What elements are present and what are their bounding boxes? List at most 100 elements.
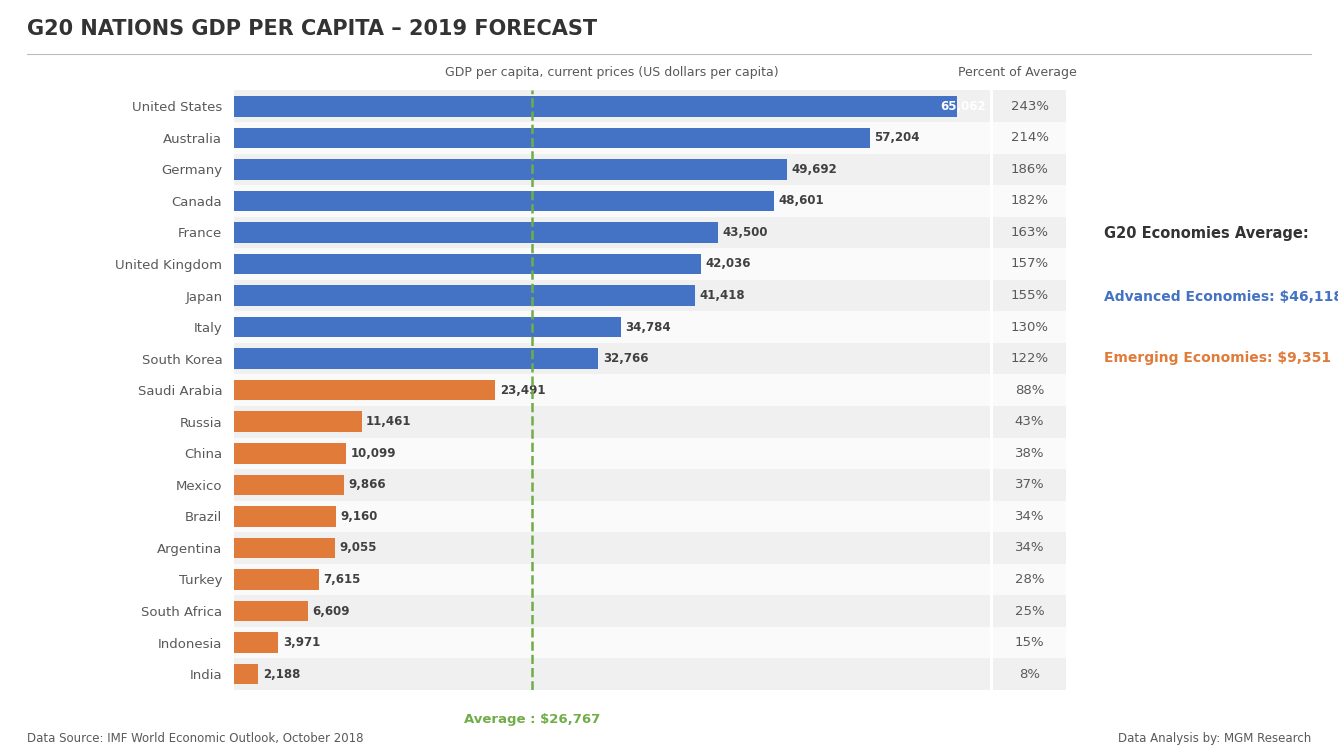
Bar <box>993 658 1066 690</box>
Text: 48,601: 48,601 <box>779 195 824 207</box>
Text: 243%: 243% <box>1010 100 1049 113</box>
Bar <box>234 222 717 243</box>
Bar <box>993 90 1066 122</box>
Bar <box>234 412 361 432</box>
Text: 163%: 163% <box>1010 226 1049 239</box>
Bar <box>234 280 990 311</box>
Text: 122%: 122% <box>1010 352 1049 365</box>
Bar <box>234 501 990 532</box>
Text: 34%: 34% <box>1014 510 1045 523</box>
Bar <box>234 633 278 653</box>
Bar <box>993 627 1066 658</box>
Text: Average : $26,767: Average : $26,767 <box>463 713 599 725</box>
Text: 3,971: 3,971 <box>282 636 320 649</box>
Bar <box>234 343 990 375</box>
Text: 34%: 34% <box>1014 541 1045 554</box>
Bar <box>234 601 308 621</box>
Text: 11,461: 11,461 <box>367 415 412 428</box>
Bar <box>234 122 990 154</box>
Bar <box>234 216 990 248</box>
Bar <box>234 285 694 306</box>
Bar <box>234 127 870 148</box>
Text: GDP per capita, current prices (US dollars per capita): GDP per capita, current prices (US dolla… <box>446 66 779 79</box>
Text: 37%: 37% <box>1014 478 1045 492</box>
Text: 49,692: 49,692 <box>791 163 836 176</box>
Bar <box>993 154 1066 185</box>
Bar <box>234 311 990 343</box>
Bar <box>234 506 336 526</box>
Bar <box>993 280 1066 311</box>
Text: 8%: 8% <box>1020 667 1040 681</box>
Text: 57,204: 57,204 <box>875 131 921 144</box>
Bar <box>234 664 258 685</box>
Bar <box>993 595 1066 627</box>
Text: Advanced Economies: $46,118: Advanced Economies: $46,118 <box>1104 290 1338 305</box>
Text: 130%: 130% <box>1010 320 1049 333</box>
Bar <box>234 90 990 122</box>
Text: 23,491: 23,491 <box>500 384 546 397</box>
Text: 34,784: 34,784 <box>625 320 670 333</box>
Text: 9,055: 9,055 <box>340 541 377 554</box>
Bar <box>993 216 1066 248</box>
Bar <box>234 443 347 464</box>
Bar <box>234 595 990 627</box>
Bar <box>234 317 621 337</box>
Text: Emerging Economies: $9,351: Emerging Economies: $9,351 <box>1104 351 1331 365</box>
Text: 9,160: 9,160 <box>340 510 377 523</box>
Text: 88%: 88% <box>1016 384 1044 397</box>
Bar <box>234 564 990 595</box>
Bar <box>993 532 1066 564</box>
Bar <box>993 564 1066 595</box>
Bar <box>234 437 990 469</box>
Bar <box>234 474 344 495</box>
Bar <box>993 501 1066 532</box>
Bar <box>993 375 1066 406</box>
Bar <box>234 159 787 179</box>
Text: G20 NATIONS GDP PER CAPITA – 2019 FORECAST: G20 NATIONS GDP PER CAPITA – 2019 FORECA… <box>27 19 597 39</box>
Text: 2,188: 2,188 <box>264 667 300 681</box>
Bar <box>993 311 1066 343</box>
Bar <box>234 658 990 690</box>
Bar <box>234 185 990 216</box>
Bar <box>234 538 334 558</box>
Text: G20 Economies Average:: G20 Economies Average: <box>1104 226 1309 241</box>
Bar <box>993 406 1066 437</box>
Bar <box>234 532 990 564</box>
Bar <box>234 248 990 280</box>
Text: Data Analysis by: MGM Research: Data Analysis by: MGM Research <box>1119 732 1311 745</box>
Text: 38%: 38% <box>1014 447 1045 460</box>
Bar <box>234 191 775 211</box>
Text: 182%: 182% <box>1010 195 1049 207</box>
Bar <box>993 437 1066 469</box>
Bar <box>993 469 1066 501</box>
Text: 43,500: 43,500 <box>723 226 768 239</box>
Text: 32,766: 32,766 <box>603 352 649 365</box>
Text: 186%: 186% <box>1010 163 1049 176</box>
Text: Percent of Average: Percent of Average <box>958 66 1076 79</box>
Bar <box>234 627 990 658</box>
Text: 15%: 15% <box>1014 636 1045 649</box>
Bar <box>234 569 318 590</box>
Text: 6,609: 6,609 <box>312 605 349 618</box>
Text: 65,062: 65,062 <box>941 100 986 113</box>
Bar <box>234 154 990 185</box>
Text: 41,418: 41,418 <box>698 289 745 302</box>
Text: 43%: 43% <box>1014 415 1045 428</box>
Bar <box>234 348 598 369</box>
Text: 28%: 28% <box>1014 573 1045 586</box>
Text: Data Source: IMF World Economic Outlook, October 2018: Data Source: IMF World Economic Outlook,… <box>27 732 363 745</box>
Bar <box>234 469 990 501</box>
Text: 157%: 157% <box>1010 258 1049 271</box>
Bar <box>234 254 701 274</box>
Text: 10,099: 10,099 <box>351 447 396 460</box>
Text: 9,866: 9,866 <box>348 478 385 492</box>
Bar <box>993 248 1066 280</box>
Text: 42,036: 42,036 <box>706 258 752 271</box>
Text: 214%: 214% <box>1010 131 1049 144</box>
Bar <box>234 380 495 400</box>
Bar <box>993 185 1066 216</box>
Bar <box>234 96 958 117</box>
Text: 25%: 25% <box>1014 605 1045 618</box>
Bar <box>993 343 1066 375</box>
Bar <box>993 122 1066 154</box>
